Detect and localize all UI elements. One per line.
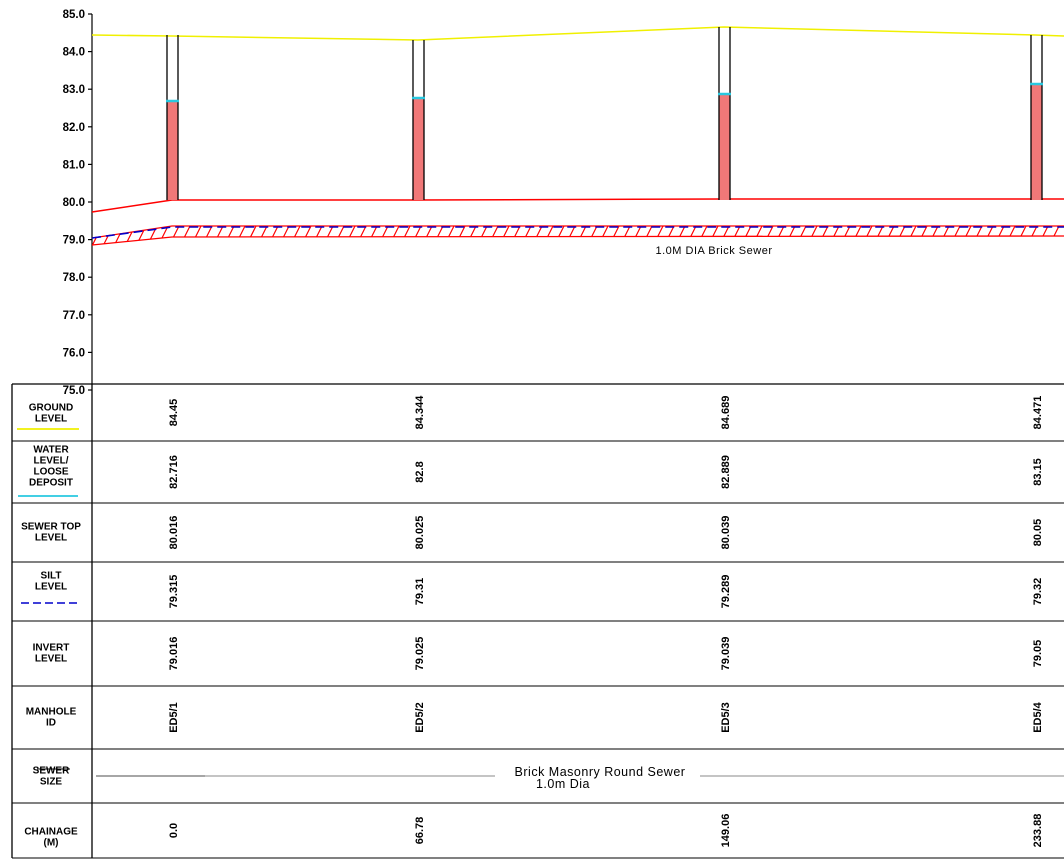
hatch-stroke	[145, 226, 159, 245]
row-label: SIZE	[40, 777, 63, 788]
row-label: LEVEL/	[33, 456, 68, 467]
axis-tick-label: 85.0	[63, 9, 85, 21]
sewer-size-text-line2: 1.0m Dia	[536, 777, 590, 791]
axis-tick-label: 76.0	[63, 347, 85, 359]
manhole-fill	[1031, 84, 1042, 200]
axis-tick-label: 82.0	[63, 122, 85, 134]
sewer-outer-top-line	[91, 225, 1064, 239]
axis-tick-label: 84.0	[63, 47, 85, 59]
table-cell-value: ED5/1	[168, 702, 180, 733]
table-cell-value: 79.289	[720, 575, 732, 609]
row-label: ID	[46, 718, 56, 729]
manhole-fill	[413, 98, 424, 200]
row-label: (M)	[44, 838, 59, 849]
table-cell-value: 79.315	[168, 575, 180, 609]
table-cell-value: 79.05	[1032, 640, 1044, 668]
axis-tick-label: 78.0	[63, 272, 85, 284]
table-cell-value: 79.32	[1032, 578, 1044, 606]
hatch-stroke	[134, 226, 148, 245]
profile-data-table: Brick Masonry Round Sewer 1.0m Dia GROUN…	[11, 383, 1064, 859]
table-cell-value: 79.025	[414, 637, 426, 671]
table-cell-value: ED5/3	[720, 702, 732, 733]
table-cell-value: 80.039	[720, 516, 732, 550]
table-cell-value: 84.344	[414, 395, 426, 430]
table-cell-value: 80.05	[1032, 519, 1044, 547]
sewer-pipe: 1.0M DIA Brick Sewer	[91, 198, 1064, 257]
table-cell-value: 79.016	[168, 637, 180, 671]
row-label: SEWER TOP	[21, 522, 81, 533]
axis-tick-label: 75.0	[63, 385, 85, 397]
table-cell-value: 79.31	[414, 578, 426, 606]
table-cell-value: 149.06	[720, 814, 732, 848]
silt-level-line	[91, 226, 1064, 239]
hatch-stroke	[112, 226, 126, 245]
manhole-fill	[719, 94, 730, 200]
row-label: GROUND	[29, 403, 73, 414]
row-label: LOOSE	[33, 467, 68, 478]
row-label: LEVEL	[35, 414, 67, 425]
table-cell-value: 79.039	[720, 637, 732, 671]
hatch-stroke	[123, 226, 137, 245]
row-label: INVERT	[33, 643, 70, 654]
row-label: WATER	[33, 445, 69, 456]
table-cell-value: 66.78	[414, 817, 426, 845]
manhole-ed5-1	[166, 35, 179, 200]
table-cell-value: 84.45	[168, 399, 180, 427]
manhole-fill	[167, 101, 178, 200]
table-cell-value: ED5/2	[414, 702, 426, 733]
manhole-ed5-2	[412, 40, 425, 200]
table-cell-value: ED5/4	[1032, 701, 1044, 732]
axis-tick-label: 79.0	[63, 235, 85, 247]
sewer-label: 1.0M DIA Brick Sewer	[656, 245, 773, 257]
ground-level-line	[91, 26, 1064, 41]
row-label: LEVEL	[35, 582, 67, 593]
sewer-top-line	[91, 198, 1064, 213]
manhole-ed5-4	[1030, 35, 1043, 200]
row-label: DEPOSIT	[29, 478, 73, 489]
axis-tick-label: 80.0	[63, 197, 85, 209]
row-label: LEVEL	[35, 533, 67, 544]
table-cell-value: 80.025	[414, 516, 426, 550]
sewer-size-text-line1: Brick Masonry Round Sewer	[515, 765, 686, 779]
table-cell-value: 82.889	[720, 455, 732, 489]
row-label: CHAINAGE	[24, 827, 78, 838]
axis-tick-label: 81.0	[63, 159, 85, 171]
row-label: MANHOLE	[26, 707, 77, 718]
manhole-ed5-3	[718, 27, 731, 200]
table-cell-value: 80.016	[168, 516, 180, 550]
sewer-invert-line	[91, 235, 1064, 246]
row-label: SEWER	[33, 766, 70, 777]
table-cell-value: 82.716	[168, 455, 180, 489]
table-cell-value: 84.689	[720, 396, 732, 430]
table-cell-value: 0.0	[168, 823, 180, 838]
table-cell-value: 82.8	[414, 461, 426, 482]
table-cell-value: 84.471	[1032, 396, 1044, 430]
table-cell-value: 233.88	[1032, 814, 1044, 848]
manholes	[166, 27, 1043, 200]
row-label: SILT	[41, 571, 62, 582]
row-label: LEVEL	[35, 654, 67, 665]
axis-tick-label: 83.0	[63, 84, 85, 96]
table-cell-value: 83.15	[1032, 458, 1044, 486]
axis-tick-label: 77.0	[63, 310, 85, 322]
elevation-axis: 85.0 84.0 83.0 82.0 81.0 80.0 79.0 78.0 77.0 76.0…	[63, 9, 93, 397]
